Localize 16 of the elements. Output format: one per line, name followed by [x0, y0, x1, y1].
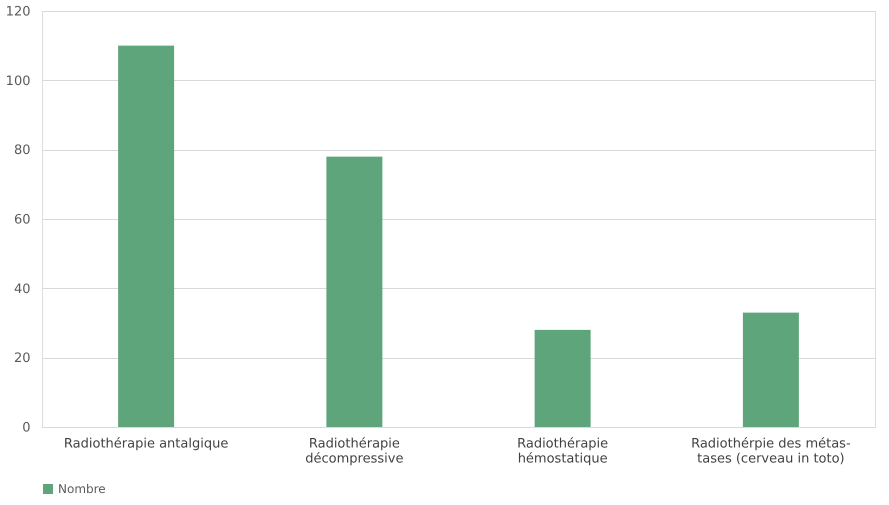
bar: [326, 156, 382, 427]
bar: [742, 312, 799, 427]
x-tick-label: Radiothérapie décompressive: [305, 436, 404, 466]
y-tick-label: 40: [14, 282, 30, 297]
legend-label: Nombre: [58, 482, 106, 496]
y-tick-label: 80: [14, 143, 30, 158]
y-tick-label: 0: [22, 420, 30, 436]
x-tick-label: Radiothérapie hémostatique: [517, 436, 608, 466]
bar: [534, 330, 591, 427]
x-tick-label: Radiothérapie antalgique: [64, 436, 228, 452]
bar: [118, 46, 174, 427]
y-tick-label: 120: [6, 4, 30, 20]
y-tick-label: 100: [6, 74, 30, 89]
y-tick-label: 60: [14, 212, 30, 228]
y-tick-label: 20: [14, 351, 30, 366]
x-tick-label: Radiothérpie des métas- tases (cerveau in toto): [691, 436, 851, 466]
